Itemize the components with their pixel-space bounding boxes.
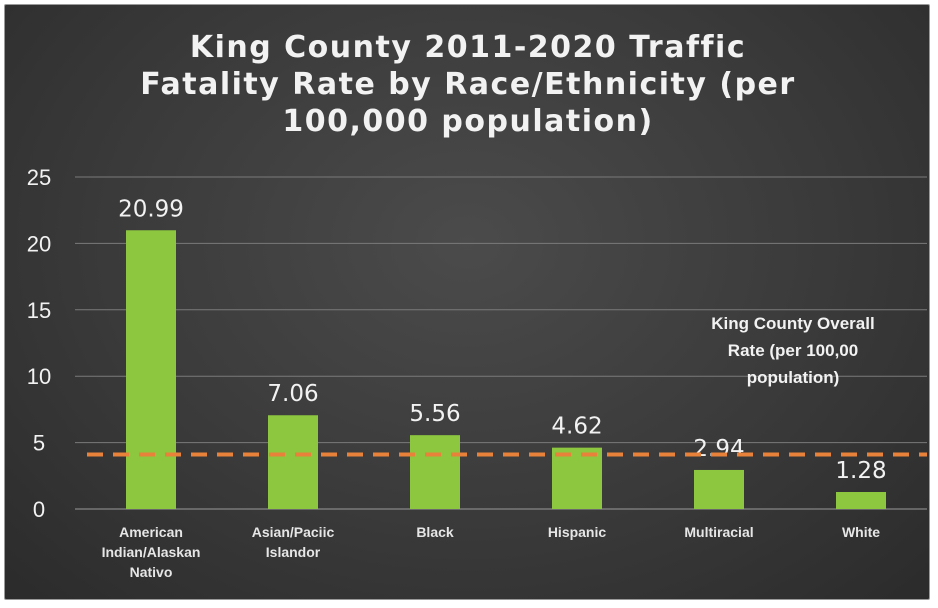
y-axis-ticks: 0 5 10 15 20 25 [27,165,51,522]
x-tick-label: Asian/Paciic [252,524,335,540]
reference-line-label: King County Overall [711,314,874,333]
data-label: 4.62 [551,414,602,440]
data-label: 7.06 [267,381,318,407]
bar [410,435,460,509]
x-tick-label: Black [416,524,454,540]
x-tick-label: Multiracial [684,524,753,540]
reference-line-label: Rate (per 100,00 [728,341,858,360]
x-tick-label: Indian/Alaskan [102,544,201,560]
data-label: 5.56 [409,401,460,427]
x-tick-label: Islandor [266,544,321,560]
gridlines [75,176,927,510]
bar [552,447,602,509]
x-tick-label: White [842,524,880,540]
y-tick-label: 20 [27,231,51,256]
bar [694,469,744,509]
data-label: 1.28 [835,458,886,484]
data-label: 20.99 [118,196,184,222]
y-tick-label: 25 [27,165,51,190]
bars [126,230,886,509]
bar [126,230,176,509]
reference-line-label: population) [747,368,840,387]
data-label: 2.94 [693,436,744,462]
y-tick-label: 10 [27,364,51,389]
x-tick-label: American [119,524,183,540]
reference-line-annotation: King County Overall Rate (per 100,00 popul… [711,314,874,387]
bar [836,492,886,509]
chart-title-line: Fatality Rate by Race/Ethnicity (per [140,67,795,102]
x-tick-label: Hispanic [548,524,607,540]
y-tick-label: 5 [33,431,45,456]
y-tick-label: 15 [27,298,51,323]
data-labels: 20.99 7.06 5.56 4.62 2.94 1.28 [118,196,887,484]
x-tick-label: Nativo [130,564,173,580]
chart-title-line: King County 2011-2020 Traffic [190,30,746,65]
chart-frame: King County 2011-2020 Traffic Fatality Ra… [4,4,930,600]
y-tick-label: 0 [33,497,45,522]
bar [268,415,318,509]
x-axis-ticks: American Indian/Alaskan Nativo Asian/Paciic… [102,524,881,580]
chart-title-line: 100,000 population) [282,104,653,139]
